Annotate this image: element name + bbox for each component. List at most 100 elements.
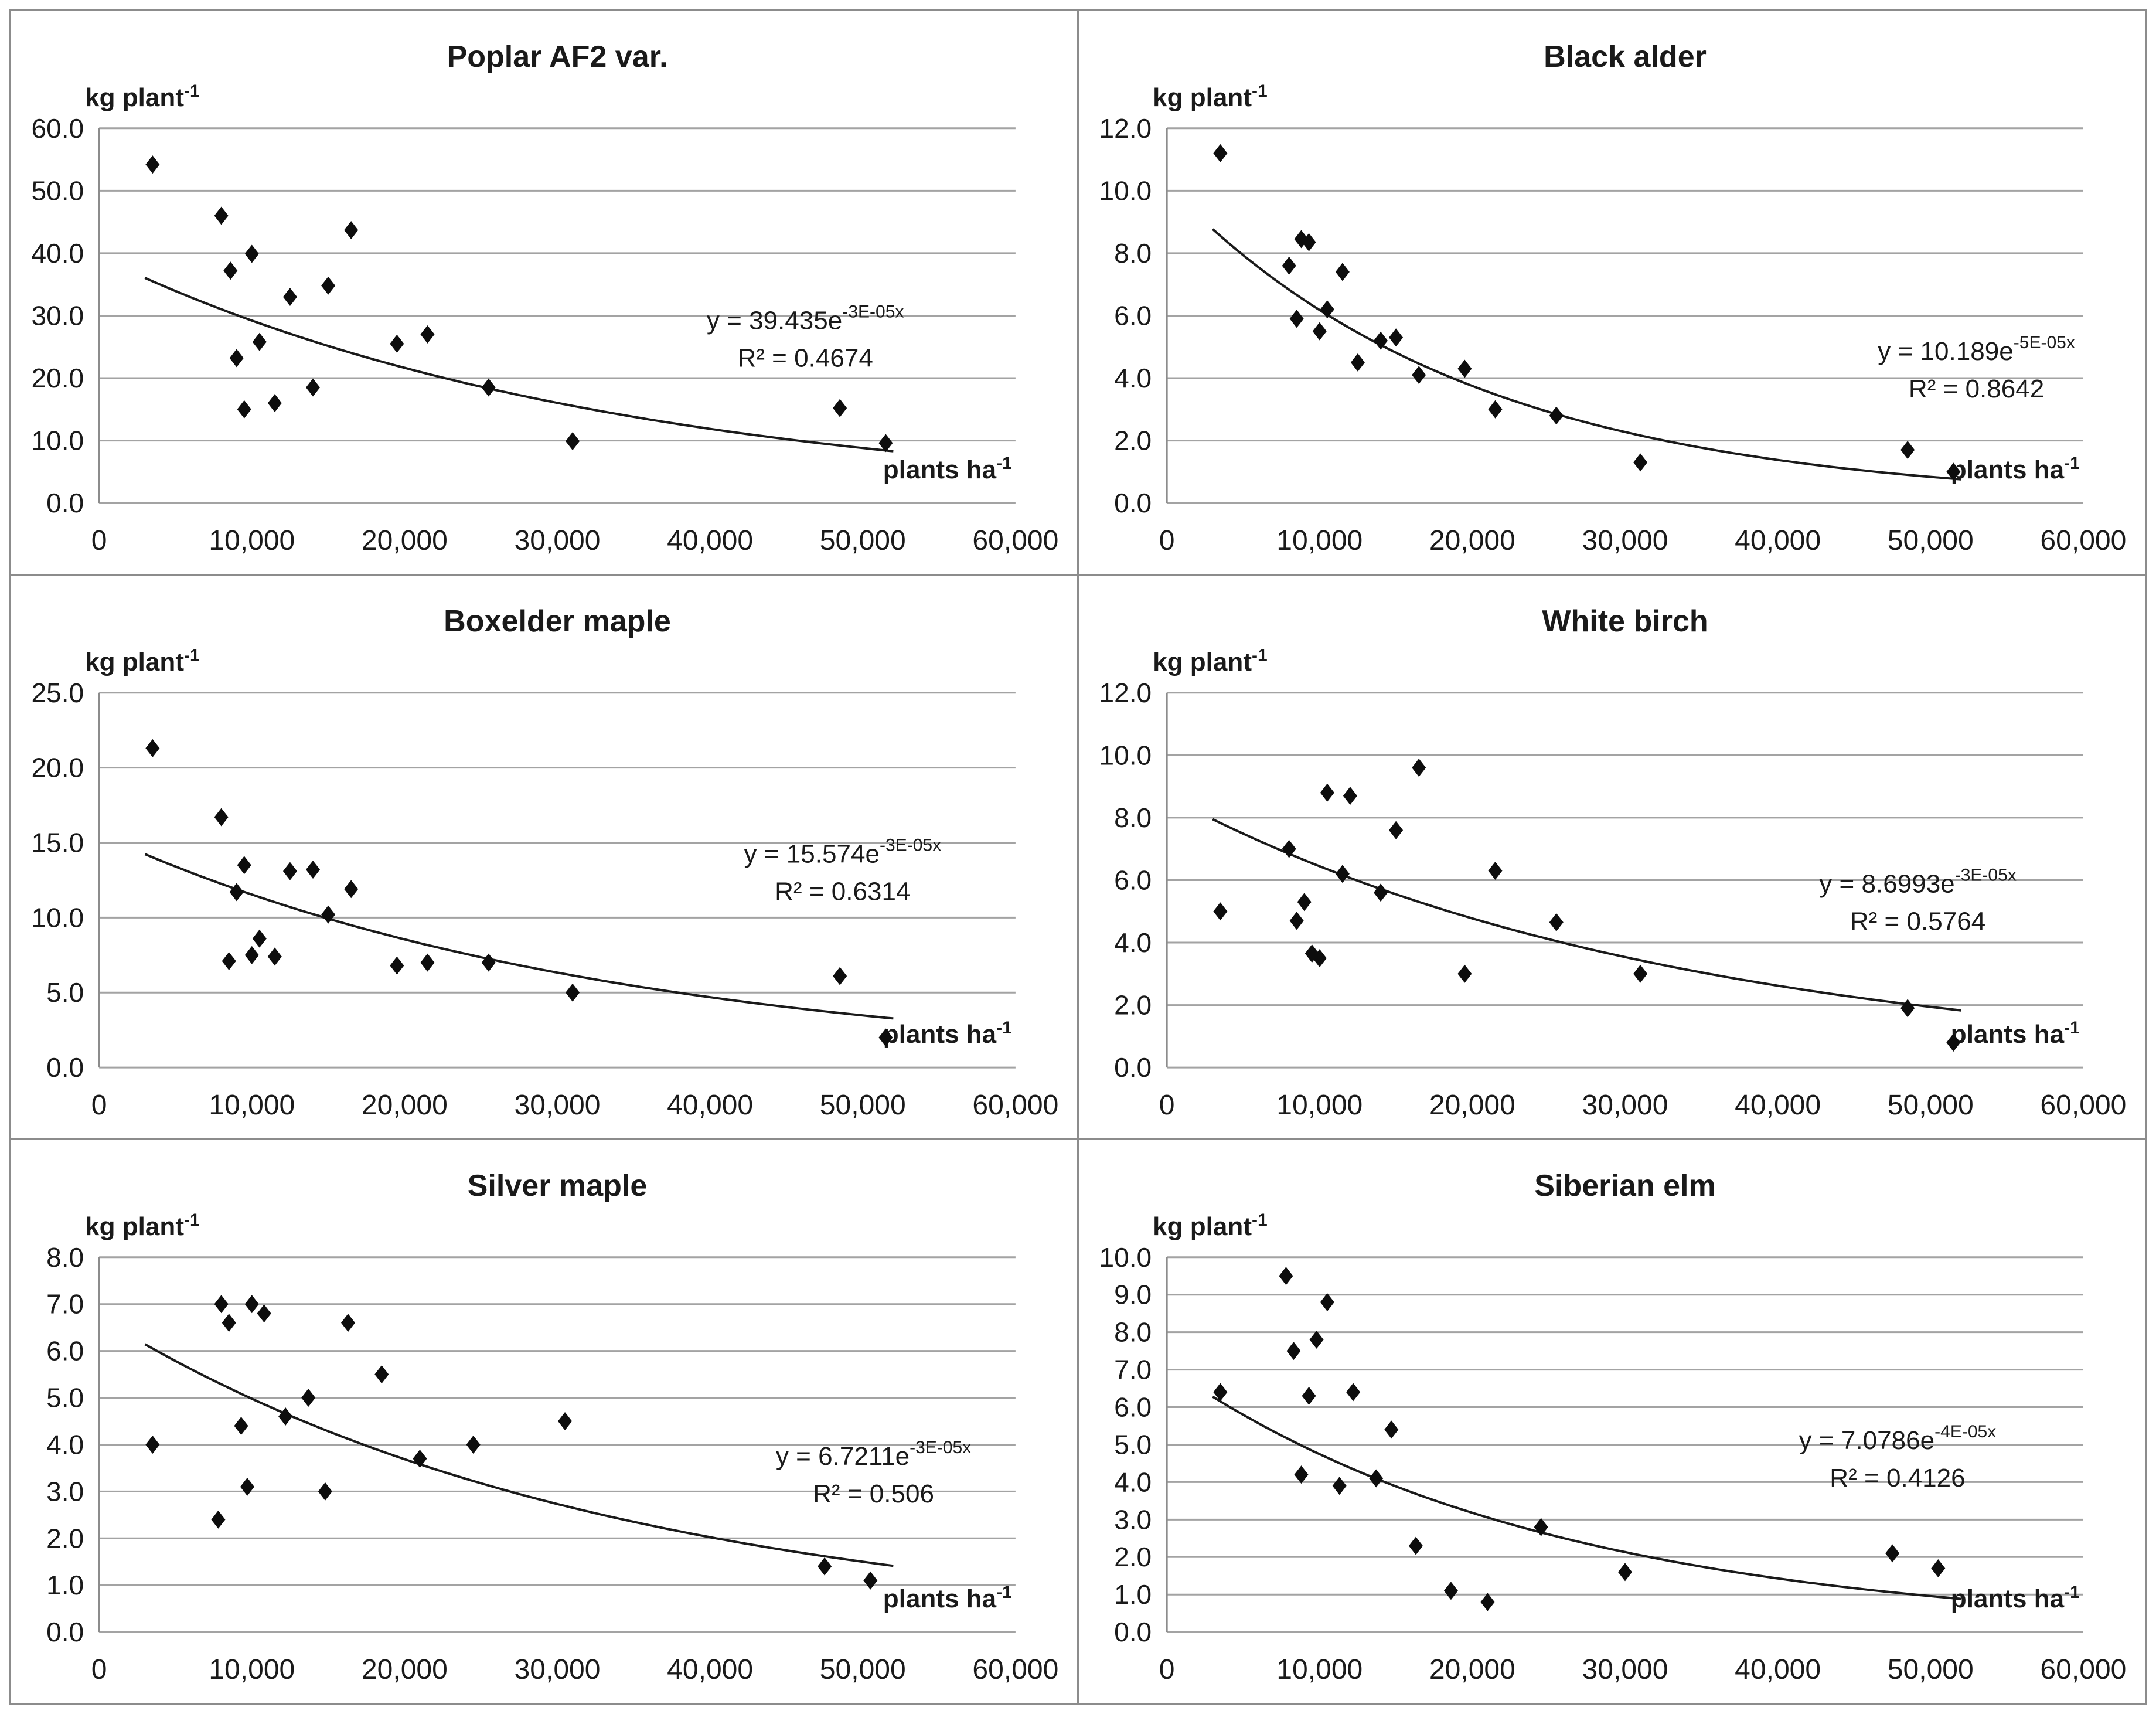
data-point: [244, 1295, 259, 1314]
x-tick-label: 10,000: [209, 1654, 295, 1685]
y-tick-label: 0.0: [1114, 1052, 1152, 1083]
data-point: [566, 983, 580, 1002]
x-tick-label: 30,000: [1582, 1090, 1668, 1121]
data-point: [1286, 1342, 1301, 1361]
data-point: [229, 349, 244, 368]
data-point: [278, 1407, 293, 1426]
y-tick-label: 4.0: [1114, 1467, 1152, 1497]
x-tick-label: 10,000: [1276, 1090, 1363, 1121]
y-tick-label: 10.0: [32, 426, 84, 456]
y-tick-label: 15.0: [32, 828, 84, 858]
data-point: [566, 432, 580, 451]
x-tick-label: 10,000: [1276, 1654, 1363, 1685]
data-point: [1633, 453, 1648, 472]
x-axis-unit-label: plants ha-1: [883, 454, 1012, 484]
data-point: [481, 953, 496, 972]
x-tick-label: 50,000: [820, 1090, 906, 1121]
data-point: [1289, 310, 1304, 328]
y-tick-label: 4.0: [1114, 363, 1152, 393]
data-point: [1346, 1383, 1361, 1402]
x-tick-label: 0: [1159, 1654, 1175, 1685]
chart-panel-white-birch: 0.0 2.0 4.0 6.0 8.0 10.0 12.0 0 10,000 20,000 30,0…: [1079, 576, 2145, 1138]
chart-panel-boxelder-maple: 0.0 5.0 10.0 15.0 20.0 25.0 0 10,000 20,000 30,00…: [11, 576, 1077, 1138]
x-tick-label: 20,000: [362, 1090, 448, 1121]
y-tick-label: 2.0: [46, 1523, 84, 1553]
y-axis-unit-label: kg plant-1: [1153, 646, 1268, 676]
data-point: [1534, 1518, 1548, 1536]
data-point: [321, 905, 336, 924]
data-point: [267, 947, 282, 966]
data-point: [1294, 1465, 1309, 1484]
chart-title: Poplar AF2 var.: [447, 40, 667, 74]
data-point: [237, 856, 251, 875]
data-point: [145, 739, 160, 757]
y-tick-label: 12.0: [1099, 113, 1152, 144]
y-axis-unit-label: kg plant-1: [85, 81, 200, 112]
data-point: [1320, 783, 1334, 802]
data-point: [1457, 359, 1472, 378]
y-tick-label: 4.0: [46, 1429, 84, 1460]
x-tick-label: 30,000: [515, 1090, 601, 1121]
x-tick-label: 20,000: [362, 1654, 448, 1685]
x-tick-label: 60,000: [2040, 525, 2126, 556]
chart-title: Boxelder maple: [444, 604, 671, 638]
equation-label: y = 10.189e-5E-05x: [1878, 333, 2075, 366]
data-point: [145, 1435, 160, 1454]
data-point: [252, 332, 267, 351]
data-point: [306, 378, 321, 397]
x-tick-label: 0: [91, 525, 107, 556]
data-point: [1389, 821, 1404, 839]
y-tick-label: 25.0: [32, 678, 84, 708]
x-tick-label: 60,000: [2040, 1654, 2126, 1685]
data-point: [214, 206, 229, 225]
y-tick-label: 10.0: [32, 902, 84, 933]
r-squared-label: R² = 0.506: [813, 1480, 934, 1508]
r-squared-label: R² = 0.4126: [1830, 1464, 1965, 1492]
equation-label: y = 6.7211e-3E-05x: [776, 1438, 971, 1471]
data-point: [1282, 839, 1296, 858]
data-point: [282, 288, 297, 306]
data-point: [1374, 331, 1388, 350]
data-point: [1549, 406, 1564, 425]
scatter-chart-black-alder: 0.0 2.0 4.0 6.0 8.0 10.0 12.0 0 10,000 20,000 30,0…: [1099, 40, 2127, 556]
data-point: [863, 1571, 878, 1590]
y-tick-label: 2.0: [1114, 990, 1152, 1021]
data-point: [1389, 328, 1404, 347]
trend-line: [1212, 1396, 1961, 1600]
trend-line: [1212, 228, 1961, 481]
data-point: [244, 244, 259, 263]
data-point: [1443, 1582, 1458, 1600]
data-point: [413, 1449, 427, 1468]
data-point: [1408, 1536, 1423, 1555]
data-point: [223, 261, 238, 280]
data-point: [257, 1304, 271, 1323]
data-point: [145, 155, 160, 174]
equation-label: y = 39.435e-3E-05x: [707, 302, 904, 335]
data-point: [833, 967, 847, 985]
data-point: [1412, 759, 1426, 777]
y-tick-label: 3.0: [46, 1476, 84, 1506]
data-point: [1946, 1033, 1961, 1052]
x-tick-label: 40,000: [667, 525, 753, 556]
x-tick-label: 20,000: [1429, 1090, 1515, 1121]
data-point: [1320, 1293, 1334, 1311]
scatter-chart-silver-maple: 0.0 1.0 2.0 3.0 4.0 5.0 6.0 7.0 8.0 0 10,000 20,000…: [46, 1169, 1058, 1685]
x-tick-label: 30,000: [1582, 1654, 1668, 1685]
data-point: [1289, 912, 1304, 930]
y-tick-label: 6.0: [1114, 300, 1152, 331]
data-point: [1335, 865, 1350, 883]
x-tick-label: 50,000: [820, 1654, 906, 1685]
data-point: [1488, 400, 1503, 419]
data-point: [344, 220, 359, 239]
scatter-chart-siberian-elm: 0.0 1.0 2.0 3.0 4.0 5.0 6.0 7.0 8.0 9.0 10.0 0 10,00…: [1099, 1169, 2127, 1685]
y-tick-label: 6.0: [46, 1336, 84, 1366]
y-tick-label: 50.0: [32, 175, 84, 206]
data-point: [1633, 964, 1648, 983]
data-point: [1302, 233, 1316, 251]
data-point: [214, 1295, 229, 1314]
data-point: [318, 1482, 332, 1501]
x-tick-label: 50,000: [1888, 525, 1974, 556]
data-point: [1374, 883, 1388, 902]
y-tick-label: 0.0: [1114, 1617, 1152, 1647]
